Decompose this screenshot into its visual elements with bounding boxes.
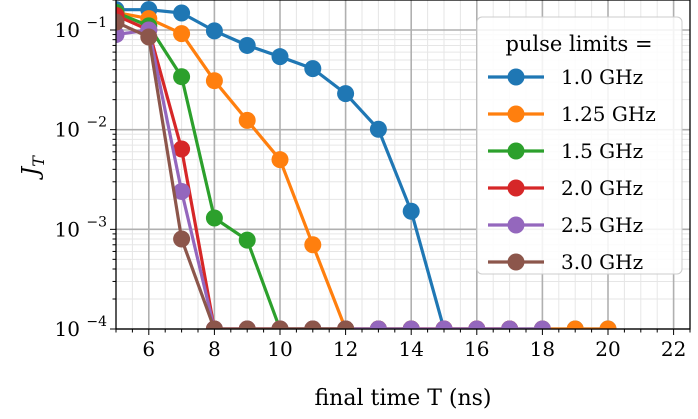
series-line-6 [116,20,346,329]
data-point [566,320,584,329]
data-point [173,182,191,200]
series-line-5 [116,28,543,329]
x-tick-label: 14 [398,337,423,361]
data-point [304,320,322,329]
x-tick-label: 22 [661,337,686,361]
data-point [238,111,256,129]
legend-label: 1.0 GHz [561,65,643,89]
data-point [501,320,519,329]
x-tick-label: 10 [267,337,292,361]
legend-label: 2.0 GHz [561,176,643,200]
legend-frame [476,16,683,275]
x-tick-label: 16 [464,337,489,361]
y-tick-label: 10 [55,217,80,241]
data-point [173,230,191,248]
data-point [173,140,191,158]
series-layer [116,1,617,329]
data-point [173,4,191,22]
series-line-3 [116,11,412,329]
legend-title: pulse limits = [505,32,652,56]
legend-label: 1.25 GHz [561,102,656,126]
data-point [238,36,256,54]
legend-marker [507,68,525,86]
data-point [468,320,486,329]
data-point [173,68,191,86]
x-tick-label: 6 [142,337,155,361]
x-tick-label: 20 [595,337,620,361]
series-line-2 [116,10,608,329]
data-point [599,320,617,329]
axes-frame [115,0,691,330]
data-point [271,48,289,66]
legend-marker [507,253,525,271]
data-point [337,320,355,329]
data-point [116,13,125,31]
data-point [304,60,322,78]
data-point [238,320,256,329]
legend-marker [507,179,525,197]
data-point [435,320,453,329]
legend-marker [507,142,525,160]
data-point [369,120,387,138]
y-axis-label: JT [18,155,48,180]
data-point [402,202,420,220]
legend: pulse limits = 1.0 GHz 1.25 GHz 1.5 GHz 2.0… [476,16,683,275]
x-tick-label: 8 [208,337,221,361]
data-point [271,151,289,169]
legend-label: 2.5 GHz [561,213,643,237]
legend-label: 3.0 GHz [561,250,643,274]
y-axis-label-text: JT [18,155,48,180]
data-point [205,22,223,40]
y-axis: 10 −4 10 −3 10 −2 10 −1 [55,0,116,341]
x-axis: 6 8 10 12 14 16 18 20 22 [115,329,691,361]
legend-marker [507,216,525,234]
data-point [369,320,387,329]
data-point [533,320,551,329]
data-point [238,231,256,249]
legend-marker [507,105,525,123]
data-point [337,85,355,103]
x-tick-label: 12 [333,337,358,361]
data-point [402,320,420,329]
legend-entries: 1.0 GHz 1.25 GHz 1.5 GHz 2.0 GHz 2.5 GHz 3.0 … [488,65,656,274]
y-tick-exponent: −4 [86,314,107,330]
legend-label: 1.5 GHz [561,139,643,163]
y-tick-label: 10 [55,118,80,142]
data-point [205,209,223,227]
data-point [271,320,289,329]
y-tick-label: 10 [55,18,80,42]
data-point [304,236,322,254]
data-point [205,72,223,90]
y-tick-exponent: −1 [86,15,107,31]
plot-frame [115,0,691,330]
x-tick-label: 18 [530,337,555,361]
x-axis-label: final time T (ns) [314,386,491,411]
data-point [140,28,158,46]
data-point [173,25,191,43]
data-point [205,320,223,329]
y-tick-exponent: −3 [86,214,107,230]
series-line-1 [116,8,608,329]
y-tick-label: 10 [55,317,80,341]
y-axis-label-subscript: T [29,155,48,167]
y-tick-exponent: −2 [86,115,107,131]
